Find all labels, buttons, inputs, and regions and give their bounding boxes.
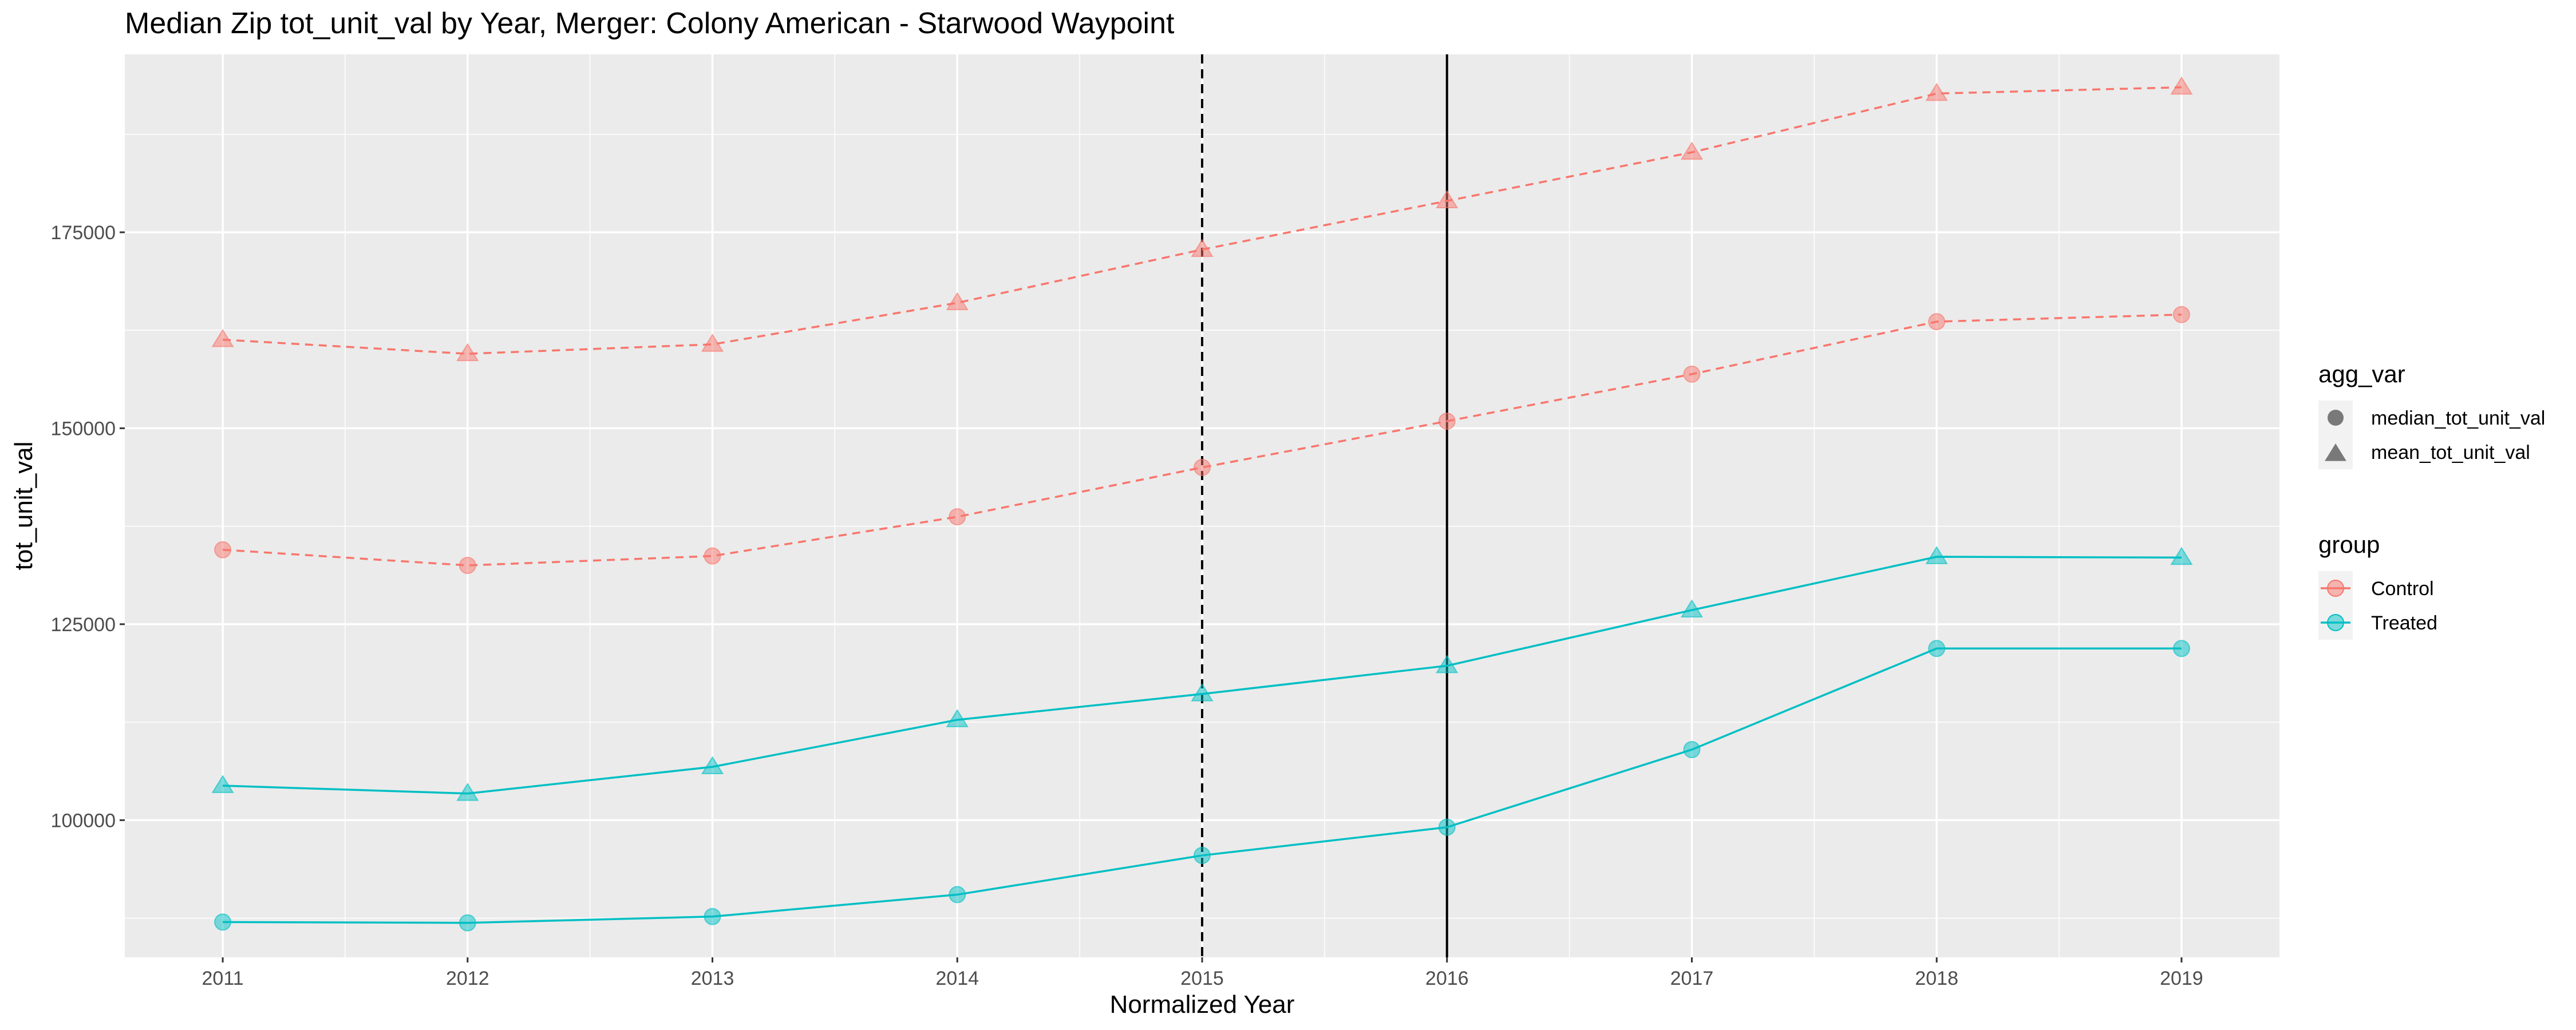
data-point xyxy=(211,775,234,793)
x-axis-title: Normalized Year xyxy=(1110,991,1295,1019)
data-point xyxy=(1191,683,1214,702)
data-point xyxy=(456,782,479,801)
legend-label: mean_tot_unit_val xyxy=(2371,442,2530,464)
data-point xyxy=(459,557,476,575)
x-tick-label: 2017 xyxy=(1670,968,1714,989)
data-point xyxy=(1194,458,1211,476)
data-point xyxy=(949,886,966,904)
series-line-control-median_tot_unit_val xyxy=(222,314,2182,566)
x-tick-label: 2015 xyxy=(1180,968,1224,989)
data-point xyxy=(701,756,724,775)
legend-label: Treated xyxy=(2371,612,2437,634)
legend-point-marker xyxy=(2327,614,2344,631)
x-tick-label: 2014 xyxy=(935,968,979,989)
data-point xyxy=(1680,141,1704,160)
x-tick-label: 2019 xyxy=(2160,968,2203,989)
data-point xyxy=(704,908,721,925)
legend-point-marker xyxy=(2327,580,2344,597)
data-point xyxy=(946,709,969,727)
data-point xyxy=(1438,818,1456,836)
data-point xyxy=(459,914,476,932)
y-axis-title: tot_unit_val xyxy=(10,441,38,570)
data-point xyxy=(949,508,966,526)
data-point xyxy=(1194,846,1211,864)
data-point xyxy=(1438,413,1456,430)
data-point xyxy=(946,292,969,311)
x-tick-label: 2012 xyxy=(446,968,489,989)
data-point xyxy=(214,913,232,931)
y-tick-label: 125000 xyxy=(51,614,116,636)
data-point xyxy=(456,343,479,362)
legend-circle-marker xyxy=(2328,410,2344,426)
data-point xyxy=(2172,640,2190,657)
x-tick-label: 2011 xyxy=(202,968,244,989)
data-point xyxy=(1925,546,1948,564)
data-point xyxy=(701,333,724,352)
data-point xyxy=(1683,741,1701,759)
data-point xyxy=(704,547,721,565)
y-tick-label: 175000 xyxy=(51,222,116,244)
x-tick-label: 2013 xyxy=(691,968,734,989)
data-point xyxy=(1191,239,1214,257)
chart-title: Median Zip tot_unit_val by Year, Merger:… xyxy=(125,7,1175,40)
data-point xyxy=(1683,365,1701,383)
data-point xyxy=(214,541,232,558)
y-tick-label: 100000 xyxy=(51,810,116,831)
data-point xyxy=(1925,82,1948,101)
data-point xyxy=(2170,76,2193,95)
legend-triangle-marker xyxy=(2325,443,2346,461)
data-point xyxy=(1680,599,1704,618)
legend-label: Control xyxy=(2371,578,2434,600)
x-tick-label: 2016 xyxy=(1425,968,1469,989)
data-point xyxy=(1928,313,1946,331)
data-point xyxy=(2172,306,2190,323)
data-point xyxy=(211,328,234,347)
x-tick-label: 2018 xyxy=(1915,968,1958,989)
y-tick-label: 150000 xyxy=(51,418,116,439)
data-point xyxy=(1928,640,1946,657)
data-point xyxy=(1436,655,1459,674)
legend-title-agg-var: agg_var xyxy=(2318,360,2405,387)
legend-title-group: group xyxy=(2318,531,2380,558)
data-point xyxy=(2170,546,2193,565)
axis-ticks: 100000 125000 150000 175000 2011 2012 2013 2014… xyxy=(51,222,2203,989)
data-series xyxy=(211,76,2193,932)
legend: agg_var median_tot_unit_val mean_tot_unit_… xyxy=(2318,360,2545,640)
data-point xyxy=(1436,190,1459,209)
legend-label: median_tot_unit_val xyxy=(2371,407,2545,429)
